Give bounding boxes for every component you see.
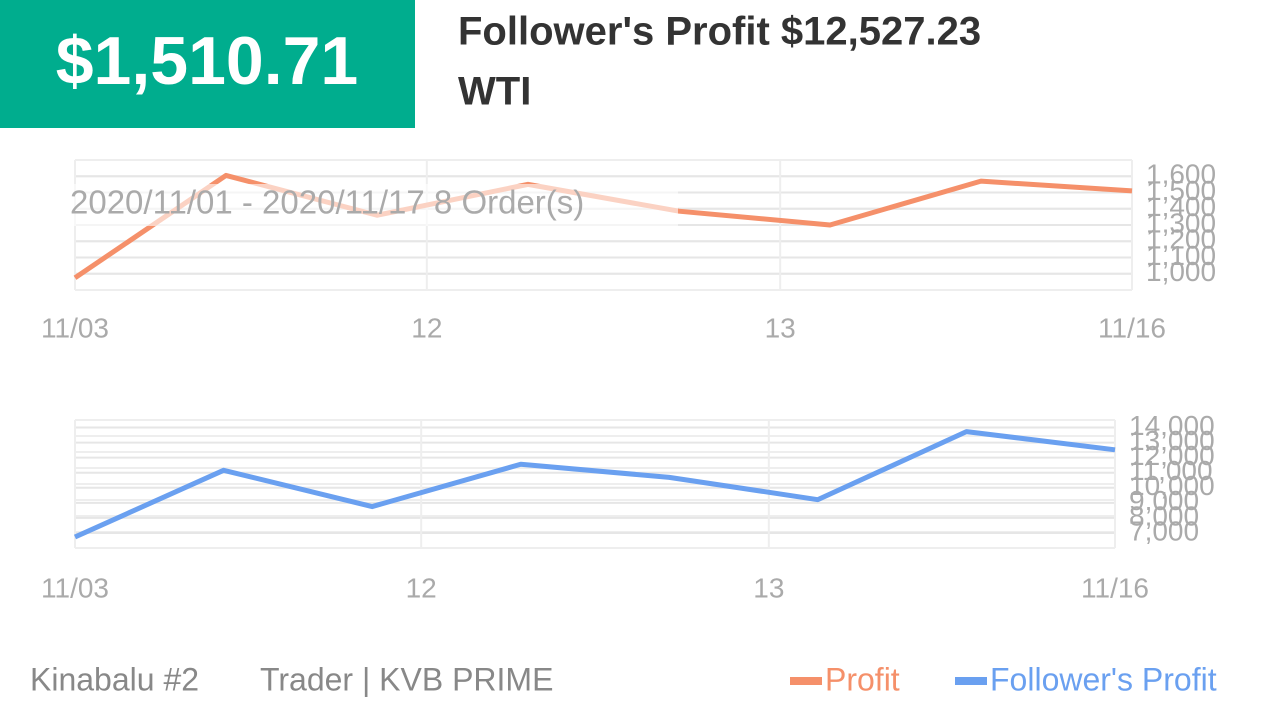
x-tick-label: 11/16 — [1098, 312, 1166, 343]
x-tick-label: 12 — [406, 572, 437, 603]
y-tick-label: 1,100 — [1146, 240, 1216, 271]
y-tick-label: 10,000 — [1129, 470, 1215, 501]
y-tick-label: 13,000 — [1129, 425, 1215, 456]
date-range: 2020/11/01 - 2020/11/17 8 Order(s) — [70, 184, 584, 221]
y-tick-label: 14,000 — [1129, 410, 1215, 441]
x-tick-label: 11/16 — [1081, 572, 1149, 603]
x-tick-label: 11/03 — [41, 572, 109, 603]
trader-name: Kinabalu #2 — [30, 661, 199, 697]
legend-swatch — [790, 677, 822, 685]
y-tick-label: 1,400 — [1146, 191, 1216, 222]
x-tick-label: 11/03 — [41, 312, 109, 343]
title: Follower's Profit $12,527.23 — [458, 10, 981, 54]
trader-role: Trader | KVB PRIME — [260, 661, 553, 697]
y-tick-label: 7,000 — [1129, 515, 1199, 546]
series-line — [73, 429, 1116, 540]
symbol: WTI — [458, 70, 531, 114]
y-tick-label: 1,000 — [1146, 256, 1216, 287]
y-tick-label: 1,200 — [1146, 224, 1216, 255]
y-tick-label: 1,300 — [1146, 207, 1216, 238]
x-tick-label: 13 — [765, 312, 796, 343]
amount-badge — [0, 0, 415, 128]
legend-label: Follower's Profit — [990, 661, 1217, 697]
y-tick-label: 9,000 — [1129, 485, 1199, 516]
y-tick-label: 12,000 — [1129, 440, 1215, 471]
x-tick-label: 13 — [753, 572, 784, 603]
x-tick-label: 12 — [411, 312, 442, 343]
overlay-bg — [68, 184, 678, 226]
y-tick-label: 11,000 — [1129, 455, 1213, 486]
amount: $1,510.71 — [56, 23, 359, 99]
y-tick-label: 1,600 — [1146, 159, 1216, 190]
legend-swatch — [955, 677, 987, 685]
legend-label: Profit — [825, 661, 900, 697]
y-tick-label: 8,000 — [1129, 500, 1199, 531]
y-tick-label: 1,500 — [1146, 175, 1216, 206]
